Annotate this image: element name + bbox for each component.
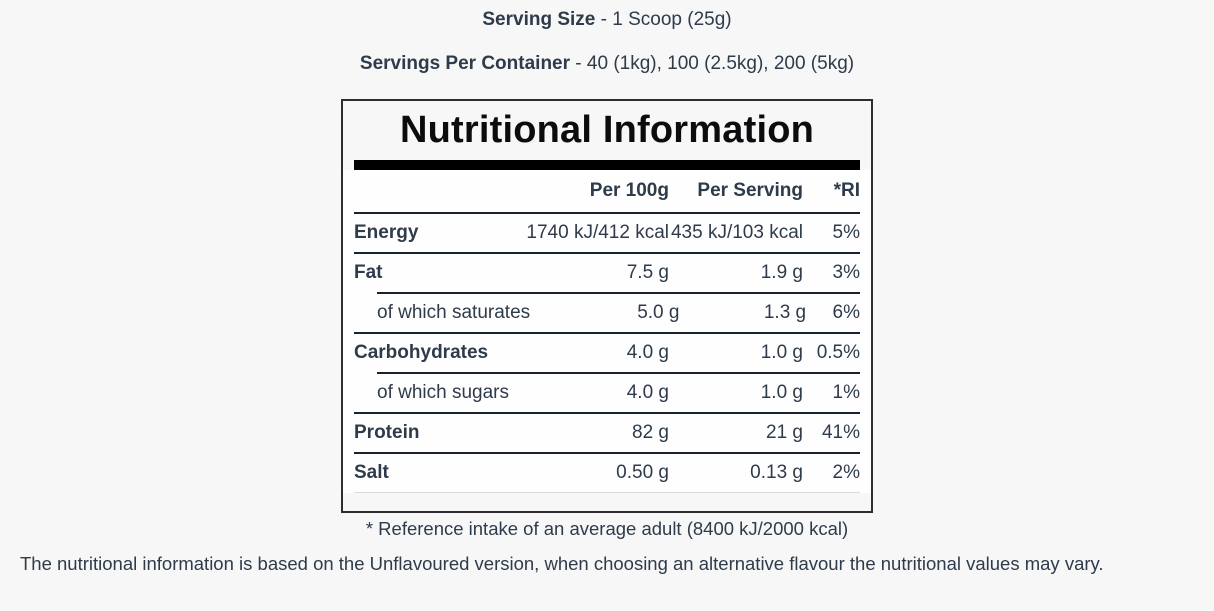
ri-value: 0.5% <box>816 342 860 363</box>
row-divider <box>354 212 860 214</box>
servings-per-container-value: - 40 (1kg), 100 (2.5kg), 200 (5kg) <box>575 53 855 74</box>
table-row: Salt 0.50 g 0.13 g 2% <box>354 454 860 492</box>
per-serving-value: 1.9 g <box>760 262 803 283</box>
table-rows: Energy 1740 kJ/412 kcal 435 kJ/103 kcal … <box>354 212 860 492</box>
box-bottom-padding <box>343 493 871 511</box>
per-serving-value: 0.13 g <box>750 462 803 483</box>
servings-per-container-label: Servings Per Container <box>359 53 571 74</box>
ri-value: 6% <box>832 302 860 323</box>
table-row: Carbohydrates 4.0 g 1.0 g 0.5% <box>354 334 860 372</box>
row-divider <box>354 412 860 414</box>
column-header-ri: *RI <box>833 180 860 201</box>
ri-value: 3% <box>832 262 860 283</box>
flavour-disclaimer: The nutritional information is based on … <box>20 553 1104 574</box>
nutrient-label: Protein <box>354 422 420 443</box>
per-100g-value: 0.50 g <box>616 462 669 483</box>
nutrient-label: of which saturates <box>377 302 531 323</box>
per-100g-value: 7.5 g <box>626 262 669 283</box>
table-row: Fat 7.5 g 1.9 g 3% <box>354 254 860 292</box>
nutrient-label: Carbohydrates <box>354 342 489 363</box>
accent-bar <box>354 160 860 170</box>
reference-intake-note: * Reference intake of an average adult (… <box>365 518 849 539</box>
ri-value: 1% <box>832 382 860 403</box>
table-row: Protein 82 g 21 g 41% <box>354 414 860 452</box>
per-serving-value: 1.3 g <box>763 302 807 323</box>
table-row: Energy 1740 kJ/412 kcal 435 kJ/103 kcal … <box>354 214 860 252</box>
nutrient-label: Salt <box>354 462 389 483</box>
per-100g-value: 4.0 g <box>626 342 669 363</box>
row-divider <box>354 452 860 454</box>
per-serving-value: 21 g <box>766 422 803 443</box>
ri-value: 41% <box>821 422 860 443</box>
serving-size-label: Serving Size <box>482 9 596 30</box>
per-100g-value: 1740 kJ/412 kcal <box>526 222 669 243</box>
column-header-per-serving: Per Serving <box>697 180 803 201</box>
per-serving-value: 1.0 g <box>760 382 803 403</box>
bottom-light-divider <box>354 492 860 493</box>
nutrient-label: Fat <box>354 262 383 283</box>
serving-size-value: - 1 Scoop (25g) <box>600 9 732 30</box>
per-100g-value: 5.0 g <box>637 302 680 323</box>
table-row: of which sugars 4.0 g 1.0 g 1% <box>354 374 860 412</box>
per-100g-value: 82 g <box>632 422 669 443</box>
serving-size-line: Serving Size - 1 Scoop (25g) <box>0 0 1214 31</box>
row-divider <box>354 252 860 254</box>
row-divider <box>354 332 860 334</box>
servings-per-container-line: Servings Per Container - 40 (1kg), 100 (… <box>0 53 1214 75</box>
nutrition-box: Nutritional Information Per 100g Per Ser… <box>341 99 873 513</box>
nutrient-label: Energy <box>354 222 419 243</box>
per-serving-value: 1.0 g <box>760 342 803 363</box>
table-row: of which saturates 5.0 g 1.3 g 6% <box>354 294 860 332</box>
column-header-per-100g: Per 100g <box>589 180 669 201</box>
ri-value: 2% <box>832 462 860 483</box>
per-serving-value: 435 kJ/103 kcal <box>670 222 803 243</box>
table-header-row: Per 100g Per Serving *RI <box>354 170 860 212</box>
ri-value: 5% <box>832 222 860 243</box>
row-divider <box>377 292 860 294</box>
nutrition-table: Per 100g Per Serving *RI Energy 1740 kJ/… <box>343 170 871 493</box>
nutrient-label: of which sugars <box>377 382 510 403</box>
per-100g-value: 4.0 g <box>626 382 669 403</box>
nutrition-title: Nutritional Information <box>399 109 815 151</box>
row-divider <box>377 372 860 374</box>
